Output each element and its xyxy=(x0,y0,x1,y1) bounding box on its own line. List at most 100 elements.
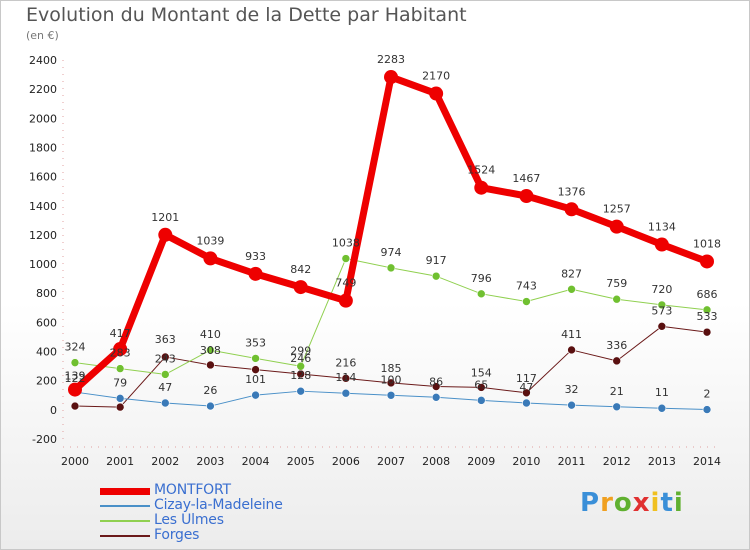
data-point-les-ulmes xyxy=(296,361,306,371)
x-tick-label: 2003 xyxy=(196,455,224,468)
y-tick-label: 1600 xyxy=(29,171,57,184)
data-point-forges xyxy=(206,360,215,370)
data-label-cizay-la-madeleine: 128 xyxy=(290,369,311,382)
data-point-cizay-la-madeleine xyxy=(341,388,351,398)
chart-subtitle: (en €) xyxy=(26,29,59,42)
data-label-cizay-la-madeleine: 2 xyxy=(704,388,711,401)
data-point-les-ulmes xyxy=(70,358,80,367)
data-point-les-ulmes xyxy=(160,370,170,379)
legend-item-les-ulmes: Les Ulmes xyxy=(100,512,360,529)
data-point-montfort xyxy=(654,237,669,252)
data-point-forges xyxy=(70,401,80,411)
data-point-les-ulmes xyxy=(522,297,531,306)
data-label-montfort: 749 xyxy=(335,277,356,290)
data-point-cizay-la-madeleine xyxy=(567,400,576,410)
data-label-montfort: 2283 xyxy=(377,53,405,66)
data-label-forges: 573 xyxy=(651,304,672,317)
data-point-forges xyxy=(522,388,531,398)
data-label-cizay-la-madeleine: 47 xyxy=(158,381,172,394)
data-point-montfort xyxy=(384,70,398,85)
data-point-les-ulmes xyxy=(115,364,125,373)
data-point-montfort xyxy=(564,202,579,217)
data-label-les-ulmes: 743 xyxy=(516,280,537,293)
data-point-les-ulmes xyxy=(431,271,441,281)
y-tick-label: 1800 xyxy=(29,141,57,154)
data-point-cizay-la-madeleine xyxy=(160,398,170,408)
y-tick-label: 200 xyxy=(36,375,57,388)
data-point-forges xyxy=(386,378,396,388)
x-tick-label: 2004 xyxy=(242,455,270,468)
data-label-cizay-la-madeleine: 32 xyxy=(565,383,579,396)
data-label-montfort: 1467 xyxy=(512,172,540,185)
data-point-cizay-la-madeleine xyxy=(115,394,125,403)
data-label-cizay-la-madeleine: 47 xyxy=(519,381,533,394)
data-label-les-ulmes: 353 xyxy=(245,336,266,349)
legend-label-forges: Forges xyxy=(154,527,200,543)
data-label-les-ulmes: 1038 xyxy=(332,237,360,250)
data-point-forges xyxy=(431,382,441,391)
data-point-les-ulmes xyxy=(206,345,215,355)
y-tick-label: 1200 xyxy=(29,229,57,242)
data-point-les-ulmes xyxy=(251,354,260,363)
data-label-forges: 154 xyxy=(471,366,492,379)
data-label-les-ulmes: 299 xyxy=(290,344,311,357)
data-label-les-ulmes: 324 xyxy=(65,341,86,354)
data-label-les-ulmes: 917 xyxy=(426,254,447,267)
x-tick-label: 2009 xyxy=(467,455,495,468)
legend-swatch-forges xyxy=(100,535,150,537)
data-label-les-ulmes: 283 xyxy=(110,347,131,360)
data-label-les-ulmes: 686 xyxy=(697,288,718,301)
data-label-montfort: 1018 xyxy=(693,237,721,250)
data-point-montfort xyxy=(338,293,353,308)
data-label-les-ulmes: 410 xyxy=(200,328,221,341)
data-point-montfort xyxy=(158,227,173,242)
data-label-cizay-la-madeleine: 65 xyxy=(474,378,488,391)
x-tick-label: 2005 xyxy=(287,455,315,468)
data-label-montfort: 2170 xyxy=(422,70,450,83)
data-point-les-ulmes xyxy=(702,305,712,315)
data-label-montfort: 933 xyxy=(245,250,266,263)
data-point-cizay-la-madeleine xyxy=(702,405,712,414)
y-tick-label: 0 xyxy=(50,404,57,417)
data-point-cizay-la-madeleine xyxy=(476,396,486,405)
x-tick-label: 2012 xyxy=(603,455,631,468)
data-label-les-ulmes: 720 xyxy=(651,283,672,296)
x-tick-label: 2006 xyxy=(332,455,360,468)
y-tick-label: 600 xyxy=(36,316,57,329)
data-point-cizay-la-madeleine xyxy=(612,402,622,412)
data-point-les-ulmes xyxy=(386,263,396,273)
data-label-montfort: 139 xyxy=(65,370,86,383)
data-label-cizay-la-madeleine: 122 xyxy=(65,372,86,385)
data-point-cizay-la-madeleine xyxy=(251,390,260,400)
y-tick-label: 1000 xyxy=(29,258,57,271)
data-point-forges xyxy=(612,356,622,366)
data-point-cizay-la-madeleine xyxy=(296,386,306,396)
data-label-cizay-la-madeleine: 79 xyxy=(113,376,127,389)
data-label-les-ulmes: 759 xyxy=(606,277,627,290)
data-label-cizay-la-madeleine: 100 xyxy=(381,373,402,386)
data-point-montfort xyxy=(68,382,82,397)
data-point-montfort xyxy=(429,86,444,101)
data-label-les-ulmes: 827 xyxy=(561,267,582,280)
data-label-les-ulmes: 974 xyxy=(381,246,402,259)
data-label-cizay-la-madeleine: 11 xyxy=(655,386,669,399)
data-label-montfort: 1524 xyxy=(467,164,495,177)
data-point-les-ulmes xyxy=(567,284,576,294)
proxiti-logo: Proxiti xyxy=(580,488,684,518)
data-label-les-ulmes: 796 xyxy=(471,272,492,285)
chart-title: Evolution du Montant de la Dette par Hab… xyxy=(26,4,467,26)
data-label-montfort: 1257 xyxy=(603,203,631,216)
data-label-forges: 533 xyxy=(697,310,718,323)
data-point-forges xyxy=(657,322,667,331)
data-label-cizay-la-madeleine: 21 xyxy=(610,385,624,398)
data-point-les-ulmes xyxy=(476,289,486,299)
legend-swatch-cizay xyxy=(100,505,150,507)
data-point-les-ulmes xyxy=(341,254,351,263)
x-tick-label: 2001 xyxy=(106,455,134,468)
data-point-montfort xyxy=(248,266,263,281)
x-tick-label: 2014 xyxy=(693,455,721,468)
data-point-montfort xyxy=(474,180,489,195)
data-point-forges xyxy=(476,383,486,392)
legend-label-les-ulmes: Les Ulmes xyxy=(154,512,224,528)
